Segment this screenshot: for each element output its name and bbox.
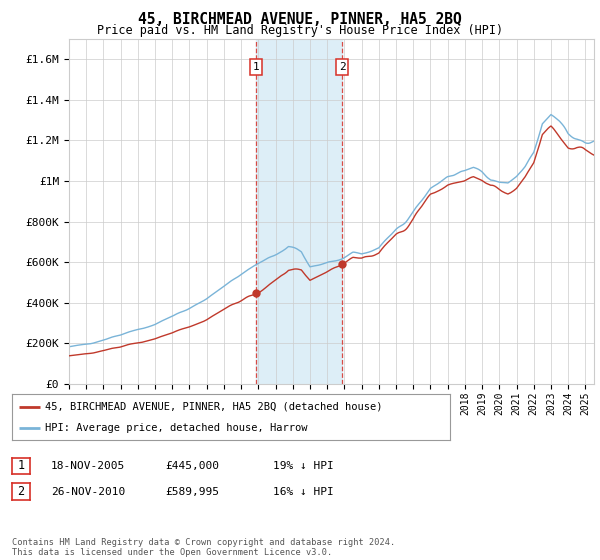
Text: £589,995: £589,995 (165, 487, 219, 497)
Bar (256, 39, 343, 384)
Text: 45, BIRCHMEAD AVENUE, PINNER, HA5 2BQ (detached house): 45, BIRCHMEAD AVENUE, PINNER, HA5 2BQ (d… (45, 402, 382, 412)
Text: 2: 2 (339, 62, 346, 72)
Text: Price paid vs. HM Land Registry's House Price Index (HPI): Price paid vs. HM Land Registry's House … (97, 24, 503, 36)
Text: 1: 1 (17, 459, 25, 473)
Text: 26-NOV-2010: 26-NOV-2010 (51, 487, 125, 497)
Text: 16% ↓ HPI: 16% ↓ HPI (273, 487, 334, 497)
Text: £445,000: £445,000 (165, 461, 219, 471)
Text: HPI: Average price, detached house, Harrow: HPI: Average price, detached house, Harr… (45, 423, 307, 433)
Text: 1: 1 (253, 62, 260, 72)
Text: Contains HM Land Registry data © Crown copyright and database right 2024.
This d: Contains HM Land Registry data © Crown c… (12, 538, 395, 557)
Text: 19% ↓ HPI: 19% ↓ HPI (273, 461, 334, 471)
Text: 2: 2 (17, 485, 25, 498)
Text: 45, BIRCHMEAD AVENUE, PINNER, HA5 2BQ: 45, BIRCHMEAD AVENUE, PINNER, HA5 2BQ (138, 12, 462, 27)
Text: 18-NOV-2005: 18-NOV-2005 (51, 461, 125, 471)
